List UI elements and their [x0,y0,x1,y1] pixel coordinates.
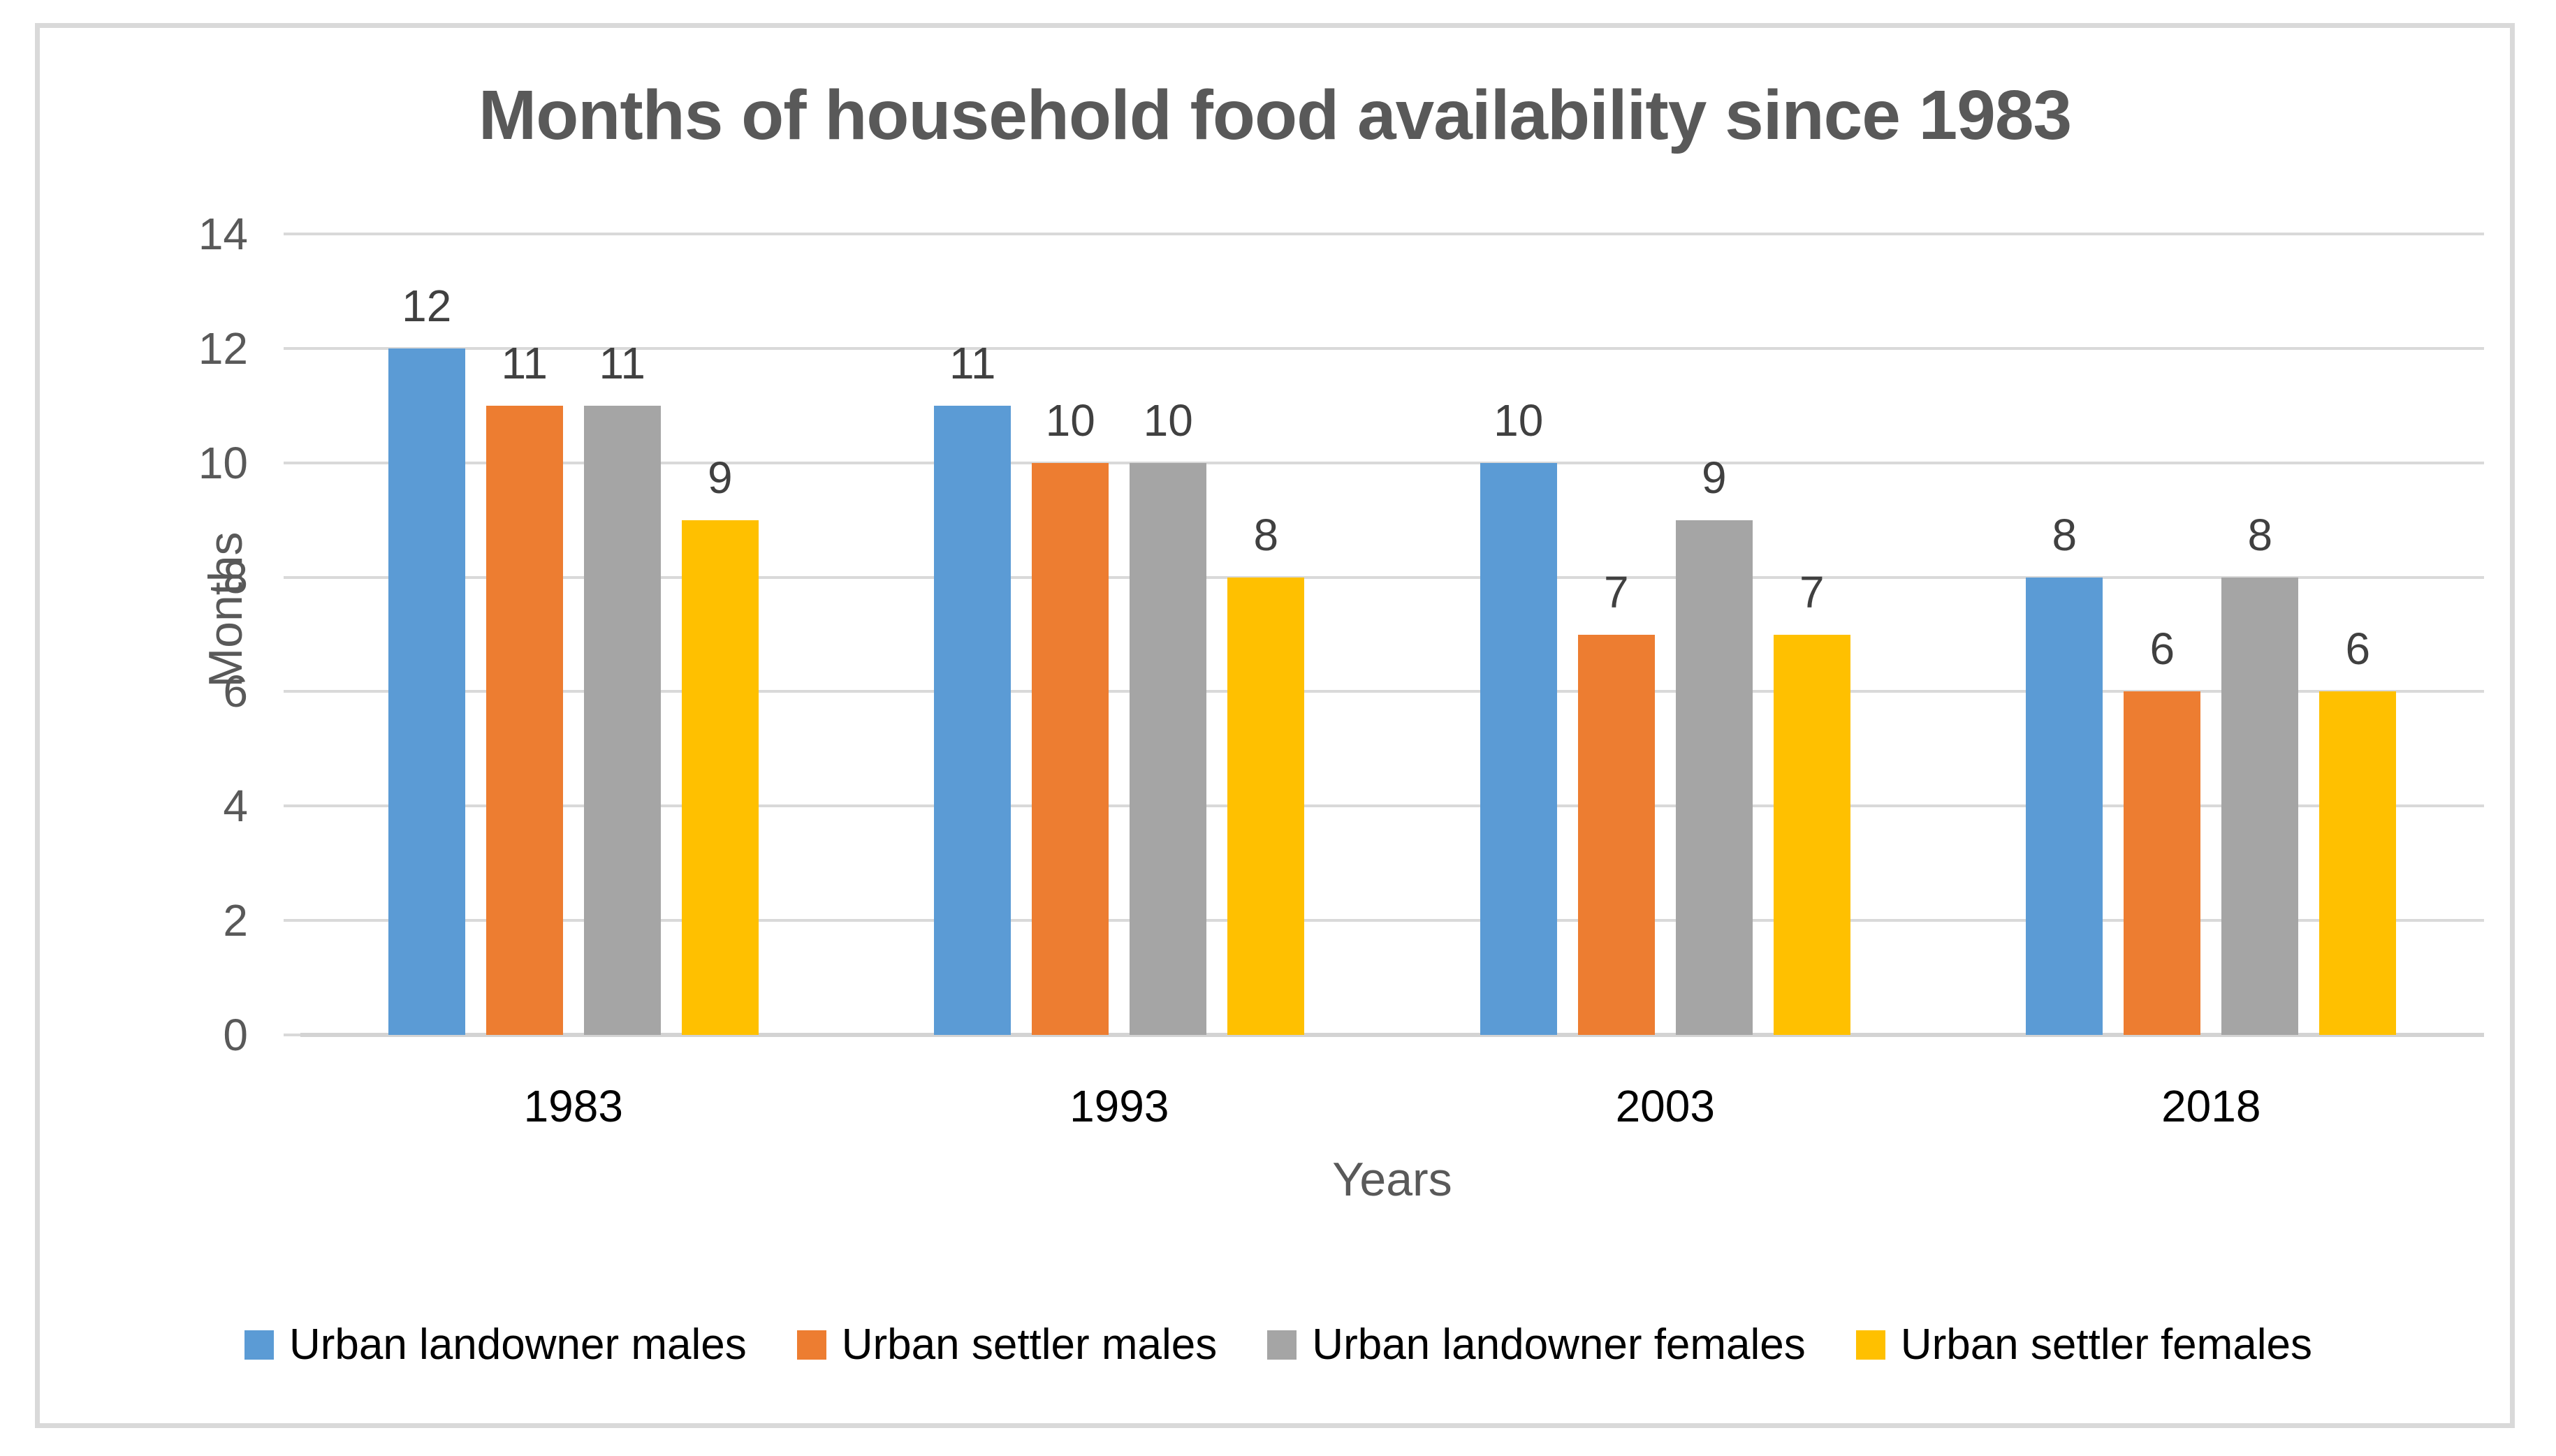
legend-label: Urban settler females [1900,1321,2313,1369]
gridline [300,690,2484,693]
bar-urban-landowner-females-2003 [1675,520,1753,1035]
bar-urban-settler-females-2018 [2319,691,2397,1035]
y-axis-tick-label: 0 [223,1010,248,1060]
bar-urban-settler-females-1993 [1227,577,1305,1035]
y-axis-tick-mark [284,575,300,579]
data-label: 10 [1045,395,1095,446]
bar-urban-settler-males-2003 [1577,634,1655,1035]
legend-swatch [244,1330,274,1360]
y-axis-tick-mark [284,1034,300,1036]
data-label: 8 [2052,509,2077,560]
data-label: 9 [1701,452,1727,503]
gridline [300,575,2484,579]
y-axis-tick-mark [284,919,300,922]
legend-item: Urban settler males [796,1320,1218,1370]
gridline [300,346,2484,350]
data-label: 10 [1494,395,1544,446]
y-axis-tick-mark [284,461,300,464]
bar-urban-settler-males-1983 [485,405,563,1035]
data-label: 8 [1253,509,1279,560]
x-axis-title: Years [1332,1153,1452,1206]
x-axis-category-label: 2003 [1615,1081,1715,1131]
bar-urban-settler-males-2018 [2124,691,2201,1035]
legend-label: Urban landowner females [1312,1321,1806,1369]
y-axis-tick-mark [284,690,300,693]
data-label: 6 [2345,624,2371,675]
y-axis-tick-label: 8 [223,552,248,603]
x-axis-category-label: 2018 [2161,1081,2261,1131]
x-axis-category-label: 1983 [523,1081,623,1131]
data-label: 9 [707,452,733,503]
chart-title: Months of household food availability si… [478,76,2072,154]
gridline [300,461,2484,464]
data-label: 11 [599,337,645,388]
bar-urban-settler-males-1993 [1032,462,1109,1035]
bar-urban-landowner-females-2018 [2221,577,2299,1035]
data-label: 6 [2149,624,2175,675]
bar-urban-landowner-males-2003 [1480,462,1557,1035]
legend: Urban landowner males Urban settler males… [42,1320,2515,1370]
bar-urban-landowner-males-2018 [2026,577,2103,1035]
y-axis-tick-label: 14 [198,209,248,259]
bar-urban-landowner-males-1993 [934,405,1012,1035]
bar-urban-settler-females-2003 [1773,634,1850,1035]
x-axis-category-label: 1993 [1069,1081,1169,1131]
x-axis-line [300,1033,2484,1037]
legend-swatch [796,1330,826,1360]
y-axis-tick-label: 6 [223,666,248,717]
legend-label: Urban landowner males [289,1321,747,1369]
legend-swatch [1267,1330,1297,1360]
y-axis-tick-label: 10 [198,437,248,488]
y-axis-tick-label: 12 [198,323,248,374]
legend-item: Urban settler females [1855,1320,2313,1370]
y-axis-tick-mark [284,804,300,808]
gridline [300,919,2484,922]
legend-item: Urban landowner males [244,1320,747,1370]
data-label: 10 [1143,395,1193,446]
legend-item: Urban landowner females [1267,1320,1806,1370]
data-label: 12 [402,280,452,331]
y-axis-title: Months [199,531,252,688]
data-label: 11 [501,337,548,388]
bar-urban-landowner-females-1983 [583,405,661,1035]
bar-urban-landowner-females-1993 [1130,462,1207,1035]
bar-urban-landowner-males-1983 [388,348,465,1035]
gridline [300,804,2484,808]
data-label: 8 [2247,509,2273,560]
y-axis-tick-label: 4 [223,781,248,832]
legend-swatch [1855,1330,1885,1360]
bar-urban-settler-females-1983 [681,520,759,1035]
y-axis-tick-mark [284,346,300,350]
data-label: 7 [1799,566,1825,617]
data-label: 11 [949,337,996,388]
legend-label: Urban settler males [841,1321,1218,1369]
gridline [300,233,2484,235]
y-axis-tick-mark [284,233,300,235]
data-label: 7 [1603,566,1629,617]
y-axis-tick-label: 2 [223,895,248,946]
